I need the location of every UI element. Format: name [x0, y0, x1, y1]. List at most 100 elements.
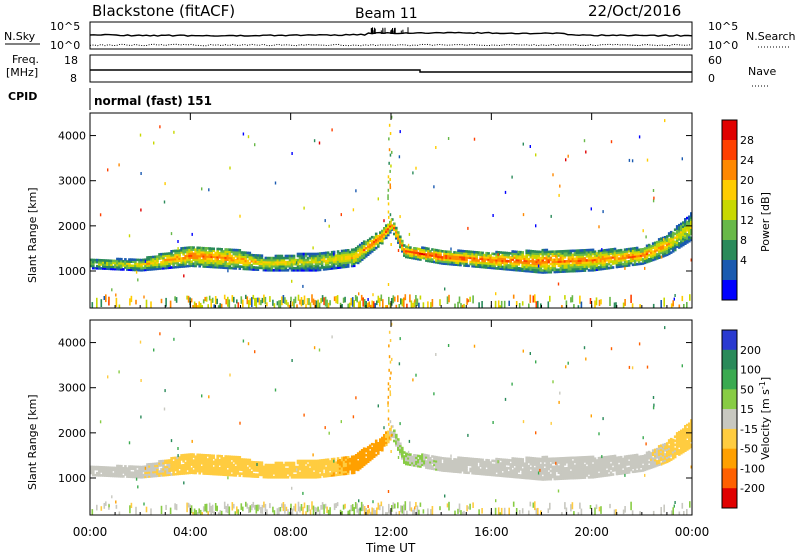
- power-echo-cell: [537, 254, 541, 258]
- power-echo-cell: [663, 246, 667, 249]
- power-echo-cell: [561, 250, 565, 253]
- velocity-echo-cell: [433, 455, 436, 459]
- power-echo-cell: [667, 252, 671, 256]
- velocity-echo-cell: [150, 473, 153, 476]
- velocity-echo-cell: [326, 468, 330, 472]
- power-echo-cell: [549, 262, 553, 266]
- power-echo-cell: [194, 250, 197, 254]
- power-echo-cell: [495, 250, 498, 254]
- velocity-echo-cell: [364, 457, 368, 461]
- velocity-echo-cell: [611, 455, 615, 458]
- power-echo-cell: [559, 256, 563, 259]
- velocity-echo-cell: [98, 470, 101, 473]
- velocity-echo-cell: [280, 476, 284, 479]
- power-echo-cell: [186, 252, 189, 256]
- power-echo-cell: [310, 260, 314, 264]
- power-echo-cell: [346, 257, 350, 260]
- velocity-echo-cell: [563, 477, 567, 480]
- velocity-echo-cell: [150, 471, 153, 474]
- power-echo-cell: [495, 252, 498, 256]
- velocity-echo-cell: [397, 438, 400, 441]
- velocity-echo-cell: [314, 471, 318, 475]
- velocity-echo-cell: [497, 458, 500, 461]
- power-echo-cell: [595, 264, 599, 267]
- velocity-echo-cell: [202, 453, 205, 457]
- power-echo-cell: [511, 258, 514, 261]
- velocity-echo-cell: [643, 458, 647, 461]
- velocity-echo-cell: [579, 464, 583, 467]
- velocity-echo-cell: [158, 470, 161, 473]
- power-ground-scatter: [431, 299, 434, 307]
- velocity-echo-cell: [439, 456, 442, 460]
- power-ground-scatter: [598, 299, 601, 306]
- power-echo-cell: [340, 255, 344, 259]
- velocity-echo-cell: [362, 459, 366, 463]
- velocity-echo-cell: [324, 474, 328, 478]
- velocity-echo-cell: [553, 461, 557, 464]
- power-echo-cell: [172, 257, 175, 261]
- velocity-echo-cell: [449, 461, 452, 465]
- power-echo-cell: [595, 256, 599, 259]
- power-echo-cell: [286, 264, 290, 268]
- velocity-echo-cell: [565, 477, 569, 480]
- velocity-echo-cell: [210, 462, 213, 466]
- power-echo-cell: [443, 252, 446, 255]
- power-echo-cell: [429, 260, 432, 263]
- velocity-echo-cell: [529, 471, 533, 474]
- velocity-echo-cell: [571, 470, 575, 474]
- velocity-echo-cell: [242, 472, 246, 476]
- power-echo-cell: [665, 249, 669, 253]
- power-echo-cell: [493, 258, 496, 262]
- velocity-echo-cell: [318, 469, 322, 473]
- velocity-echo-cell: [160, 459, 163, 463]
- velocity-echo-cell: [587, 457, 591, 461]
- velocity-echo-cell: [342, 456, 346, 460]
- velocity-echo-cell: [168, 465, 171, 468]
- power-spike: [387, 180, 390, 184]
- power-echo-cell: [517, 252, 520, 256]
- velocity-echo-cell: [144, 465, 147, 468]
- power-echo-cell: [619, 255, 623, 258]
- velocity-echo-cell: [593, 471, 597, 475]
- velocity-echo-cell: [567, 470, 571, 474]
- velocity-echo-cell: [194, 463, 197, 467]
- velocity-echo-cell: [222, 473, 225, 476]
- power-echo-cell: [587, 265, 591, 268]
- velocity-echo-cell: [569, 466, 573, 470]
- power-echo-cell: [280, 266, 284, 270]
- velocity-echo-cell: [619, 472, 623, 475]
- velocity-echo-cell: [292, 463, 296, 467]
- power-echo-cell: [300, 264, 304, 268]
- velocity-echo-cell: [218, 467, 221, 470]
- velocity-echo-cell: [358, 466, 362, 470]
- power-echo-cell: [555, 268, 559, 272]
- power-echo-cell: [304, 252, 308, 256]
- power-ground-scatter: [129, 298, 131, 306]
- power-sparse-echo: [628, 158, 631, 162]
- power-echo-cell: [102, 267, 105, 270]
- velocity-echo-cell: [601, 474, 605, 478]
- power-echo-cell: [659, 245, 663, 249]
- power-echo-cell: [282, 258, 286, 262]
- velocity-echo-cell: [639, 469, 643, 473]
- power-echo-cell: [264, 260, 268, 264]
- velocity-echo-cell: [427, 456, 430, 460]
- power-echo-cell: [684, 234, 687, 237]
- velocity-echo-cell: [128, 475, 131, 478]
- power-echo-cell: [661, 240, 665, 244]
- power-echo-cell: [136, 266, 139, 270]
- velocity-echo-cell: [280, 469, 284, 473]
- power-ground-scatter: [103, 296, 106, 300]
- power-echo-cell: [160, 263, 163, 266]
- power-echo-cell: [611, 252, 615, 255]
- power-echo-cell: [346, 261, 350, 264]
- velocity-echo-cell: [599, 468, 603, 472]
- velocity-echo-cell: [222, 467, 225, 470]
- power-echo-cell: [595, 254, 599, 257]
- power-echo-cell: [180, 259, 183, 262]
- velocity-echo-cell: [445, 467, 448, 471]
- power-echo-cell: [682, 239, 685, 243]
- velocity-echo-cell: [403, 461, 406, 464]
- power-echo-cell: [665, 241, 669, 244]
- velocity-echo-cell: [328, 460, 332, 463]
